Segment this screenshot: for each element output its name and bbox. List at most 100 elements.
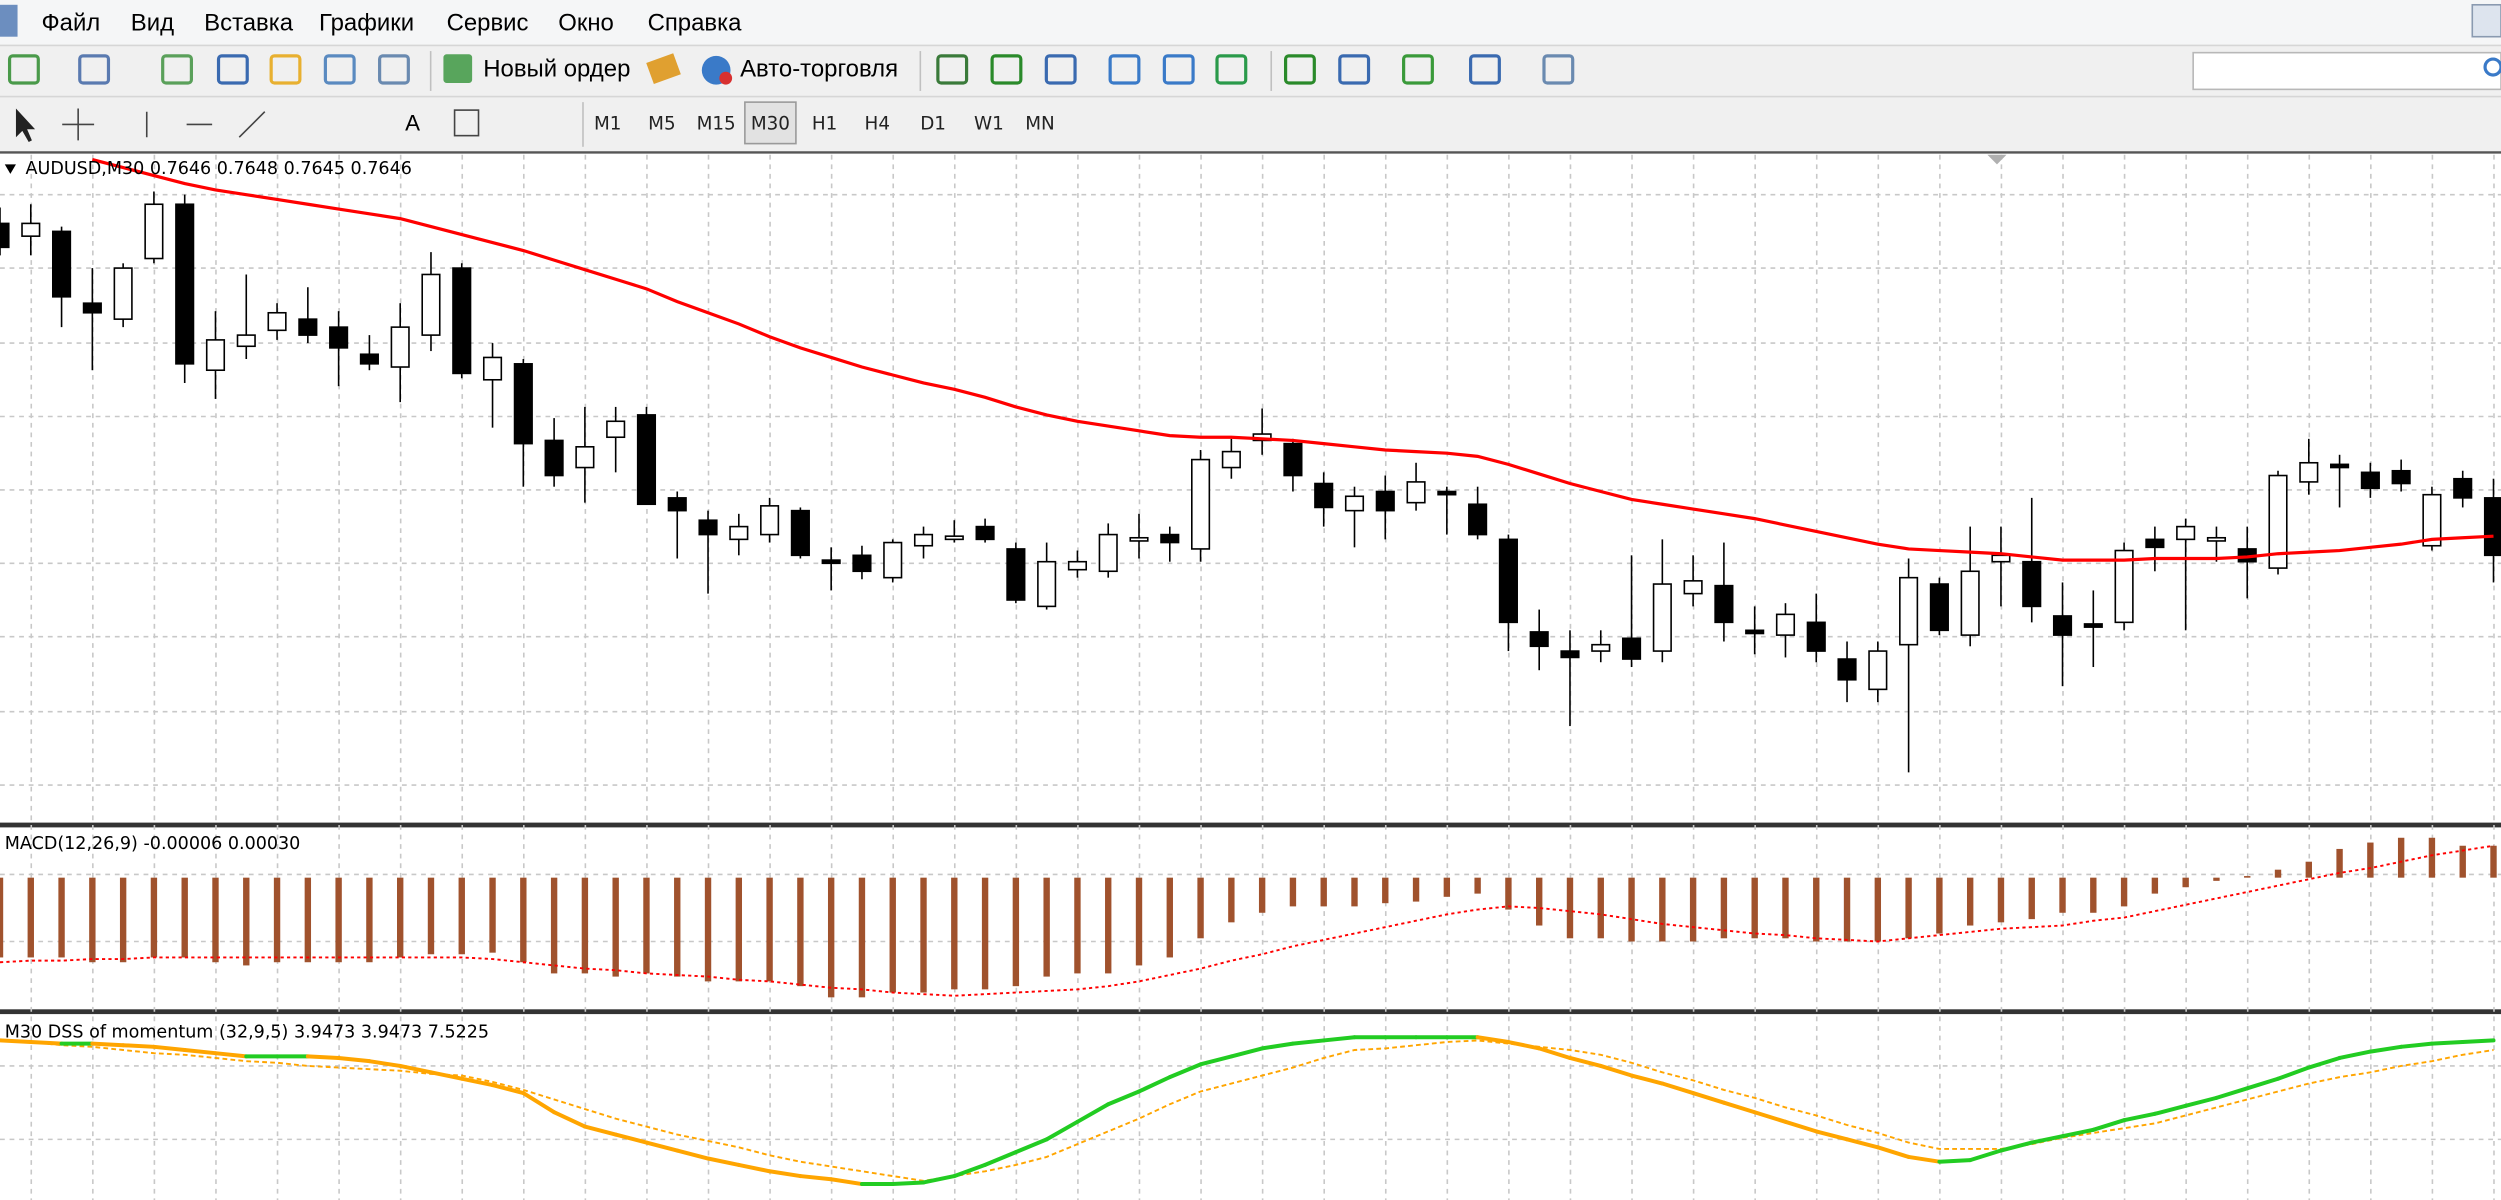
chart-shift-marker[interactable]	[1987, 154, 2007, 165]
toolbar-icon[interactable]	[323, 54, 356, 85]
indicator-segment	[2029, 1134, 2065, 1145]
toolbar-icon[interactable]	[78, 54, 111, 85]
indicator-segment	[336, 1055, 372, 1064]
candle-body	[1437, 490, 1457, 496]
indicator-segment	[1567, 1055, 1603, 1068]
histogram-bar	[735, 877, 743, 982]
histogram-bar	[1289, 877, 1297, 907]
timeframe-button[interactable]: D1	[920, 113, 946, 134]
histogram-bar	[1997, 877, 2005, 923]
label-tool[interactable]	[453, 109, 480, 137]
menu-item[interactable]: Справка	[648, 9, 743, 36]
indicator-title: MACD(12,26,9) -0.00006 0.00030	[5, 834, 301, 854]
toolbar-icon[interactable]	[161, 54, 193, 85]
toolbar-button[interactable]: Новый ордер	[483, 56, 630, 83]
toolbar-icon[interactable]	[990, 54, 1023, 85]
menu-item[interactable]: Вставка	[204, 9, 294, 36]
toolbar-icon[interactable]	[1283, 54, 1316, 85]
toolbar-button[interactable]: Авто-торговля	[740, 56, 898, 83]
toolbar-icon[interactable]	[1338, 54, 1371, 85]
candle-body	[1714, 584, 1734, 624]
toolbar-icon[interactable]	[1162, 54, 1195, 85]
candle-body	[2145, 538, 2165, 549]
toolbar-icon[interactable]	[269, 54, 302, 85]
histogram-bar	[1166, 877, 1173, 958]
menu-item[interactable]: Сервис	[447, 9, 529, 36]
cursor-tool[interactable]	[15, 108, 36, 143]
indicator-segment	[2245, 1076, 2281, 1091]
menu-item[interactable]: Окно	[558, 9, 614, 36]
indicator-segment	[1075, 1102, 1111, 1124]
menu-item[interactable]: Графики	[319, 9, 414, 36]
histogram-bar	[1751, 877, 1758, 939]
toolbar-icon[interactable]	[216, 54, 249, 85]
search-box[interactable]	[2192, 51, 2501, 91]
histogram-bar	[2274, 869, 2282, 878]
indicator-segment	[1137, 1075, 1172, 1094]
candle-body	[2022, 560, 2042, 608]
candle-body	[698, 519, 718, 536]
menu-item[interactable]: Вид	[131, 9, 174, 36]
timeframe-button[interactable]: M5	[648, 113, 675, 134]
candle-body	[1191, 458, 1211, 550]
toolbar-icon[interactable]	[1044, 54, 1077, 85]
search-icon[interactable]	[2483, 57, 2501, 77]
candle-body	[852, 554, 872, 573]
timeframe-button[interactable]: M15	[697, 113, 736, 134]
histogram-bar	[1966, 877, 1974, 926]
timeframe-button[interactable]: H1	[812, 113, 837, 134]
histogram-bar	[581, 877, 589, 974]
histogram-bar	[27, 877, 34, 958]
crosshair-tool[interactable]	[62, 108, 95, 141]
histogram-bar	[520, 877, 527, 963]
timeframe-button[interactable]: H4	[865, 113, 890, 134]
histogram-bar	[243, 877, 250, 966]
toolbar-icon[interactable]	[7, 54, 40, 85]
indicator-segment	[2429, 1040, 2465, 1046]
histogram-bar	[181, 877, 188, 958]
text-tool[interactable]: A	[405, 110, 420, 135]
toolbar-icon[interactable]	[936, 54, 969, 85]
candle-body	[1468, 503, 1488, 536]
candle-body	[2268, 474, 2288, 569]
indicator-segment	[675, 1148, 711, 1161]
candle-body	[1498, 538, 1518, 624]
histogram-bar	[1197, 877, 1204, 939]
indicator-segment	[1229, 1046, 1265, 1059]
collapse-arrow[interactable]	[4, 164, 16, 174]
timeframe-button[interactable]: W1	[974, 113, 1004, 134]
indicator-segment	[2306, 1055, 2342, 1070]
histogram-bar	[1474, 877, 1481, 894]
histogram-bar	[704, 877, 712, 982]
candle-body	[1006, 548, 1026, 601]
timeframe-button[interactable]: M30	[751, 113, 790, 134]
timeframe-button[interactable]: M1	[594, 113, 621, 134]
window-icon[interactable]	[0, 4, 18, 37]
indicator-segment	[1721, 1100, 1757, 1115]
toolbar-icon[interactable]	[1469, 54, 1501, 85]
histogram-bar	[2244, 876, 2251, 878]
indicator-segment	[1598, 1063, 1634, 1078]
candle-body	[1991, 554, 2011, 563]
toolbar-icon[interactable]	[378, 54, 410, 85]
candle-body	[575, 446, 595, 469]
histogram-bar	[1720, 877, 1728, 939]
candle-body	[1037, 560, 1057, 608]
histogram-bar	[1258, 877, 1266, 913]
candle-body	[1406, 481, 1426, 504]
toolbar-icon[interactable]	[1108, 54, 1141, 85]
toolbar-icon[interactable]	[646, 53, 681, 85]
indicator-segment	[767, 1169, 803, 1179]
histogram-bar	[1074, 877, 1081, 974]
timeframe-toolbar: A M1 M5 M15 M30 H1 H4 D1 W1 MN	[15, 101, 1055, 147]
toolbar-icon[interactable]	[1542, 54, 1575, 85]
candle-body	[236, 334, 256, 348]
toolbar-icon[interactable]	[1402, 54, 1434, 85]
menu-item[interactable]: Файл	[41, 9, 100, 36]
indicator-segment	[28, 1040, 64, 1046]
timeframe-button[interactable]: MN	[1025, 113, 1055, 134]
line-tools[interactable]	[145, 111, 266, 138]
menu: Файл Вид Вставка Графики Сервис Окно Спр…	[41, 9, 742, 36]
window-control[interactable]	[2471, 3, 2501, 38]
toolbar-icon[interactable]	[1215, 54, 1248, 85]
